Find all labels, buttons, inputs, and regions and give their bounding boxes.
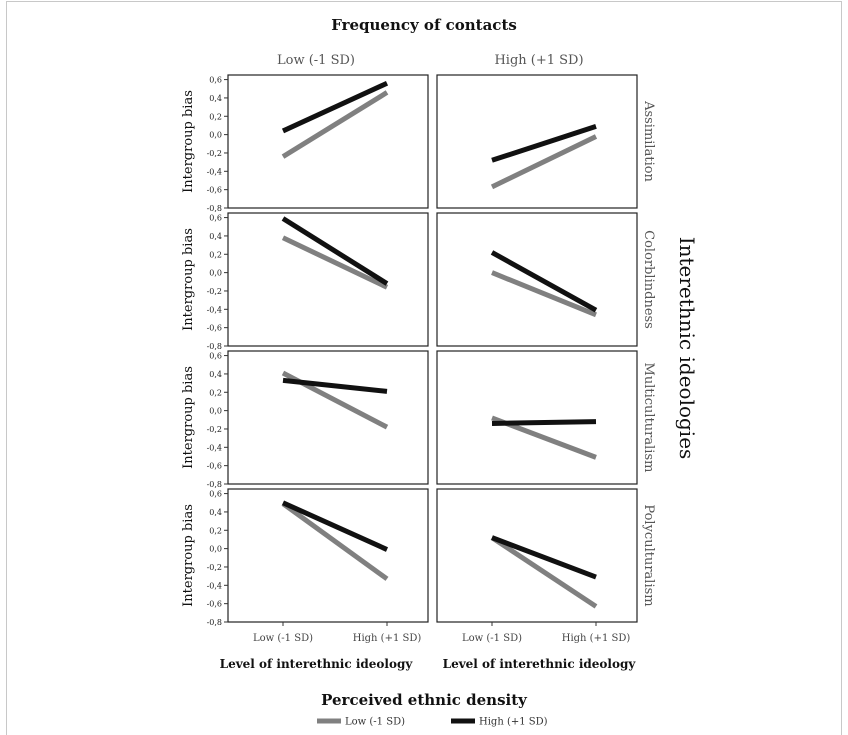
series-line-multiculturalism-high-high bbox=[491, 419, 597, 426]
series-line-polyculturalism-low-high bbox=[281, 500, 389, 552]
panel-colorblindness-low bbox=[227, 212, 429, 347]
y-tick-label-polyculturalism-low-6: 0,4 bbox=[209, 508, 222, 517]
y-tick-label-assimilation-low-0: -0,8 bbox=[207, 204, 222, 213]
series-line-colorblindness-high-high bbox=[490, 250, 598, 313]
panel-multiculturalism-high bbox=[436, 350, 638, 485]
y-axis-label-assimilation: Intergroup bias bbox=[181, 90, 196, 193]
panel-polyculturalism-low bbox=[227, 488, 429, 623]
row-label-polyculturalism: Polyculturalism bbox=[641, 504, 656, 606]
row-label-colorblindness: Colorblindness bbox=[641, 230, 656, 329]
y-tick-label-assimilation-low-6: 0,4 bbox=[209, 94, 222, 103]
y-tick-label-multiculturalism-low-4: 0,0 bbox=[209, 407, 222, 416]
figure-frame bbox=[6, 1, 842, 735]
y-tick-label-colorblindness-low-7: 0,6 bbox=[209, 214, 222, 223]
column-title-low: Low (-1 SD) bbox=[277, 53, 355, 68]
x-tick-label-polyculturalism-high-0: Low (-1 SD) bbox=[462, 633, 522, 644]
y-tick-label-polyculturalism-low-0: -0,8 bbox=[207, 618, 222, 627]
y-tick-label-assimilation-low-1: -0,6 bbox=[207, 186, 222, 195]
y-tick-label-multiculturalism-low-1: -0,6 bbox=[207, 462, 222, 471]
y-axis-label-multiculturalism: Intergroup bias bbox=[181, 366, 196, 469]
x-axis-label-left: Level of interethnic ideology bbox=[220, 657, 414, 671]
row-label-multiculturalism: Multiculturalism bbox=[641, 363, 656, 473]
x-tick-label-polyculturalism-low-0: Low (-1 SD) bbox=[253, 633, 313, 644]
chart-title: Frequency of contacts bbox=[331, 16, 517, 34]
y-tick-label-colorblindness-low-0: -0,8 bbox=[207, 342, 222, 351]
series-line-assimilation-low-high bbox=[281, 80, 389, 134]
y-tick-label-polyculturalism-low-1: -0,6 bbox=[207, 600, 222, 609]
y-axis-label-polyculturalism: Intergroup bias bbox=[181, 504, 196, 607]
y-tick-label-colorblindness-low-1: -0,6 bbox=[207, 324, 222, 333]
y-tick-label-colorblindness-low-4: 0,0 bbox=[209, 269, 222, 278]
series-line-polyculturalism-high-high bbox=[491, 535, 597, 580]
y-tick-label-assimilation-low-3: -0,2 bbox=[207, 149, 222, 158]
series-line-assimilation-high-low bbox=[490, 134, 598, 190]
column-title-high: High (+1 SD) bbox=[494, 53, 583, 68]
y-tick-label-assimilation-low-2: -0,4 bbox=[207, 167, 222, 176]
x-tick-label-polyculturalism-high-1: High (+1 SD) bbox=[562, 633, 631, 644]
x-tick-label-polyculturalism-low-1: High (+1 SD) bbox=[353, 633, 422, 644]
y-tick-label-multiculturalism-low-3: -0,2 bbox=[207, 425, 222, 434]
series-line-assimilation-high-high bbox=[491, 123, 597, 163]
y-tick-label-polyculturalism-low-5: 0,2 bbox=[209, 526, 222, 535]
series-line-colorblindness-high-low bbox=[491, 270, 597, 318]
y-tick-label-polyculturalism-low-2: -0,4 bbox=[207, 581, 222, 590]
panel-multiculturalism-low bbox=[227, 350, 429, 485]
y-tick-label-colorblindness-low-5: 0,2 bbox=[209, 250, 222, 259]
legend-label-low: Low (-1 SD) bbox=[345, 717, 405, 728]
side-title: Interethnic ideologies bbox=[675, 237, 699, 460]
y-tick-label-colorblindness-low-3: -0,2 bbox=[207, 287, 222, 296]
y-tick-label-multiculturalism-low-2: -0,4 bbox=[207, 443, 222, 452]
y-tick-label-polyculturalism-low-7: 0,6 bbox=[209, 490, 222, 499]
series-line-colorblindness-low-low bbox=[281, 235, 389, 290]
y-tick-label-colorblindness-low-2: -0,4 bbox=[207, 305, 222, 314]
y-tick-label-colorblindness-low-6: 0,4 bbox=[209, 232, 222, 241]
y-tick-label-multiculturalism-low-7: 0,6 bbox=[209, 352, 222, 361]
y-tick-label-multiculturalism-low-0: -0,8 bbox=[207, 480, 222, 489]
y-axis-label-colorblindness: Intergroup bias bbox=[181, 228, 196, 331]
y-tick-label-polyculturalism-low-3: -0,2 bbox=[207, 563, 222, 572]
y-tick-label-polyculturalism-low-4: 0,0 bbox=[209, 545, 222, 554]
panel-grid: -0,8 -0,6 -0,4 -0,2 0,0 0,2 0,4 0,6 Intergroup b… bbox=[181, 74, 656, 644]
panel-assimilation-low bbox=[227, 74, 429, 209]
row-label-assimilation: Assimilation bbox=[641, 100, 656, 182]
y-tick-label-multiculturalism-low-5: 0,2 bbox=[209, 388, 222, 397]
y-tick-label-assimilation-low-7: 0,6 bbox=[209, 76, 222, 85]
series-line-multiculturalism-low-high bbox=[282, 377, 388, 394]
x-axis-label-right: Level of interethnic ideology bbox=[443, 657, 637, 671]
panel-assimilation-high bbox=[436, 74, 638, 209]
legend-label-high: High (+1 SD) bbox=[479, 717, 548, 728]
legend-title: Perceived ethnic density bbox=[321, 691, 528, 709]
y-tick-label-assimilation-low-5: 0,2 bbox=[209, 112, 222, 121]
y-tick-label-multiculturalism-low-6: 0,4 bbox=[209, 370, 222, 379]
series-line-colorblindness-low-high bbox=[281, 216, 389, 286]
y-tick-label-assimilation-low-4: 0,0 bbox=[209, 131, 222, 140]
series-line-polyculturalism-low-low bbox=[281, 501, 389, 581]
series-line-polyculturalism-high-low bbox=[490, 535, 598, 609]
series-line-assimilation-low-low bbox=[281, 90, 389, 159]
